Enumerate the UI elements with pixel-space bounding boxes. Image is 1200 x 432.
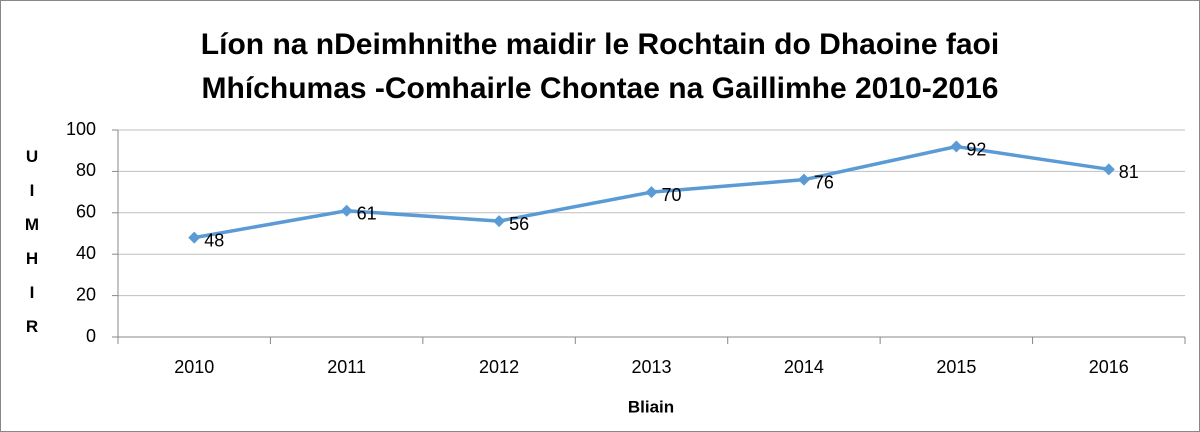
data-label: 70 [662,185,682,205]
data-label: 48 [204,230,224,250]
chart-title-line: Mhíchumas -Comhairle Chontae na Gaillimh… [202,72,999,105]
chart-title-line: Líon na nDeimhnithe maidir le Rochtain d… [201,28,999,61]
x-tick-label: 2010 [174,357,214,377]
x-tick-label: 2011 [327,357,366,377]
data-point [950,140,963,153]
x-tick-label: 2012 [479,357,519,377]
x-axis-title: Bliain [628,397,674,416]
data-point [645,186,658,199]
x-tick-label: 2016 [1089,357,1129,377]
data-label: 81 [1119,162,1139,182]
data-point [1102,163,1115,176]
y-tick-label: 20 [76,284,96,304]
y-tick-label: 100 [66,119,96,139]
x-tick-label: 2015 [936,357,976,377]
data-label: 92 [966,139,986,159]
data-point [188,231,201,244]
y-tick-label: 80 [76,160,96,180]
data-point [340,204,353,217]
x-tick-label: 2013 [631,357,671,377]
data-point [797,173,810,186]
data-label: 56 [509,214,529,234]
data-label: 76 [814,172,834,192]
y-tick-label: 0 [86,326,96,346]
y-tick-label: 40 [76,243,96,263]
x-tick-label: 2014 [784,357,824,377]
data-label: 61 [357,203,377,223]
y-tick-label: 60 [76,202,96,222]
data-point [493,215,506,228]
